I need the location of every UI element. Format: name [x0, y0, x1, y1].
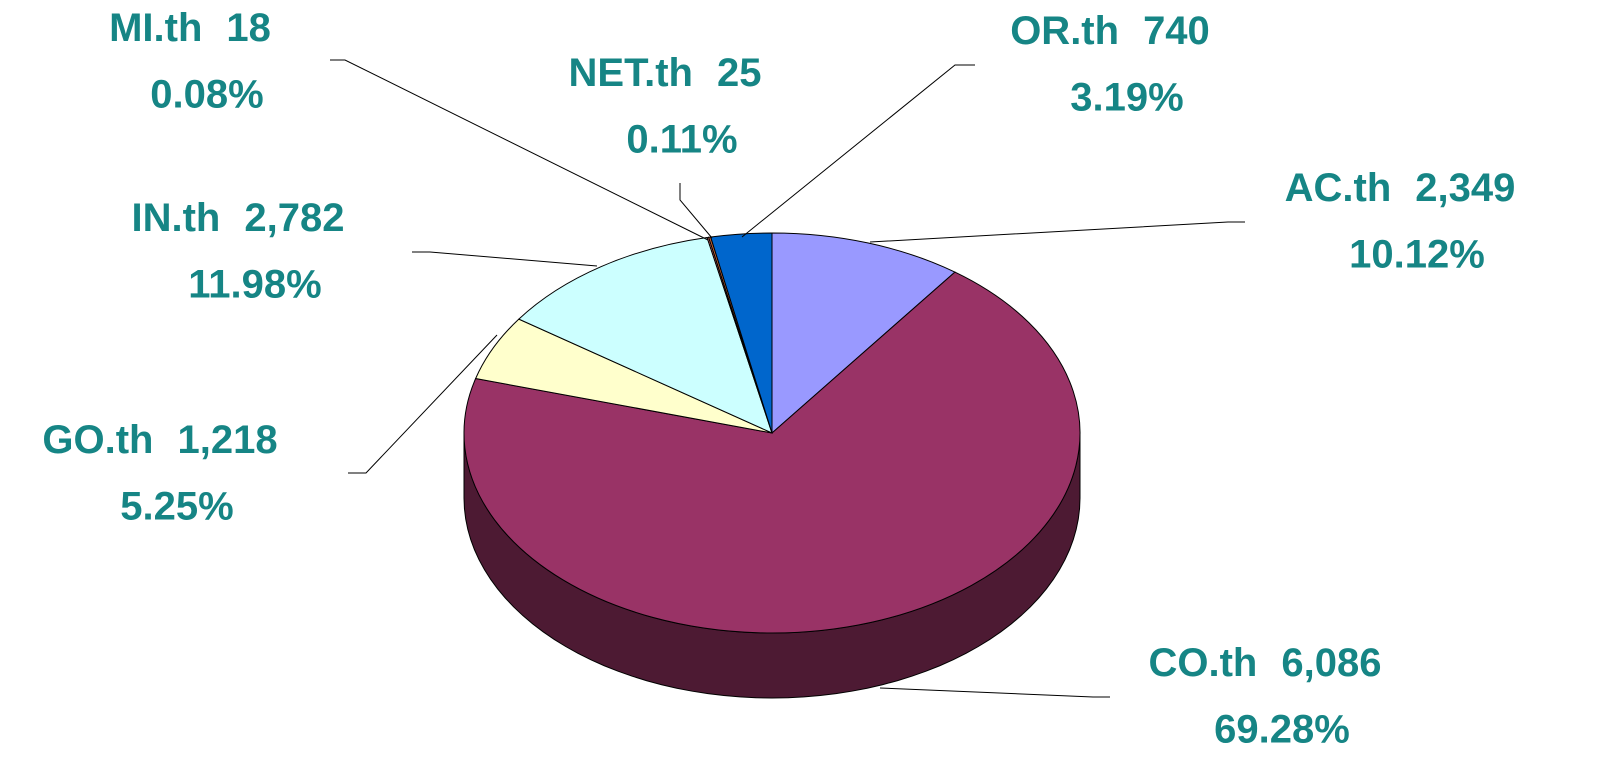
slice-label: GO.th 1,218 — [42, 418, 277, 462]
count-label: 18 — [226, 6, 271, 50]
slice-label: AC.th 2,349 — [1285, 166, 1516, 210]
category-label: MI.th — [109, 6, 202, 50]
count-label: 1,218 — [177, 418, 277, 462]
category-label: AC.th — [1285, 166, 1392, 210]
percent-label: 0.11% — [626, 118, 737, 162]
category-label: IN.th — [132, 196, 221, 240]
slice-label: NET.th 25 — [569, 51, 762, 95]
count-label: 740 — [1143, 9, 1210, 53]
percent-label: 0.08% — [150, 73, 263, 117]
percent-label: 3.19% — [1070, 76, 1183, 120]
percent-label: 5.25% — [120, 485, 233, 529]
leader-line — [869, 221, 1245, 243]
category-label: NET.th — [569, 51, 693, 95]
leader-line — [330, 59, 709, 241]
slice-label: CO.th 6,086 — [1149, 641, 1382, 685]
slice — [771, 232, 956, 435]
category-label: CO.th — [1149, 641, 1258, 685]
percent-label: 11.98% — [188, 263, 321, 307]
category-label: OR.th — [1010, 9, 1119, 53]
count-label: 25 — [717, 51, 762, 95]
count-label: 2,782 — [244, 196, 344, 240]
leader-line — [348, 334, 498, 474]
slice — [463, 271, 1081, 634]
leader-line — [412, 251, 598, 267]
slice — [517, 236, 773, 434]
slice-label: OR.th 740 — [1010, 9, 1210, 53]
slice-label: IN.th 2,782 — [132, 196, 345, 240]
count-label: 6,086 — [1281, 641, 1381, 685]
category-label: GO.th — [42, 418, 153, 462]
leader-line — [879, 687, 1110, 698]
leader-line — [679, 183, 713, 239]
leader-line — [741, 64, 975, 238]
percent-label: 10.12% — [1349, 233, 1485, 277]
slice-label: MI.th 18 — [109, 6, 271, 50]
percent-label: 69.28% — [1214, 708, 1350, 752]
count-label: 2,349 — [1415, 166, 1515, 210]
